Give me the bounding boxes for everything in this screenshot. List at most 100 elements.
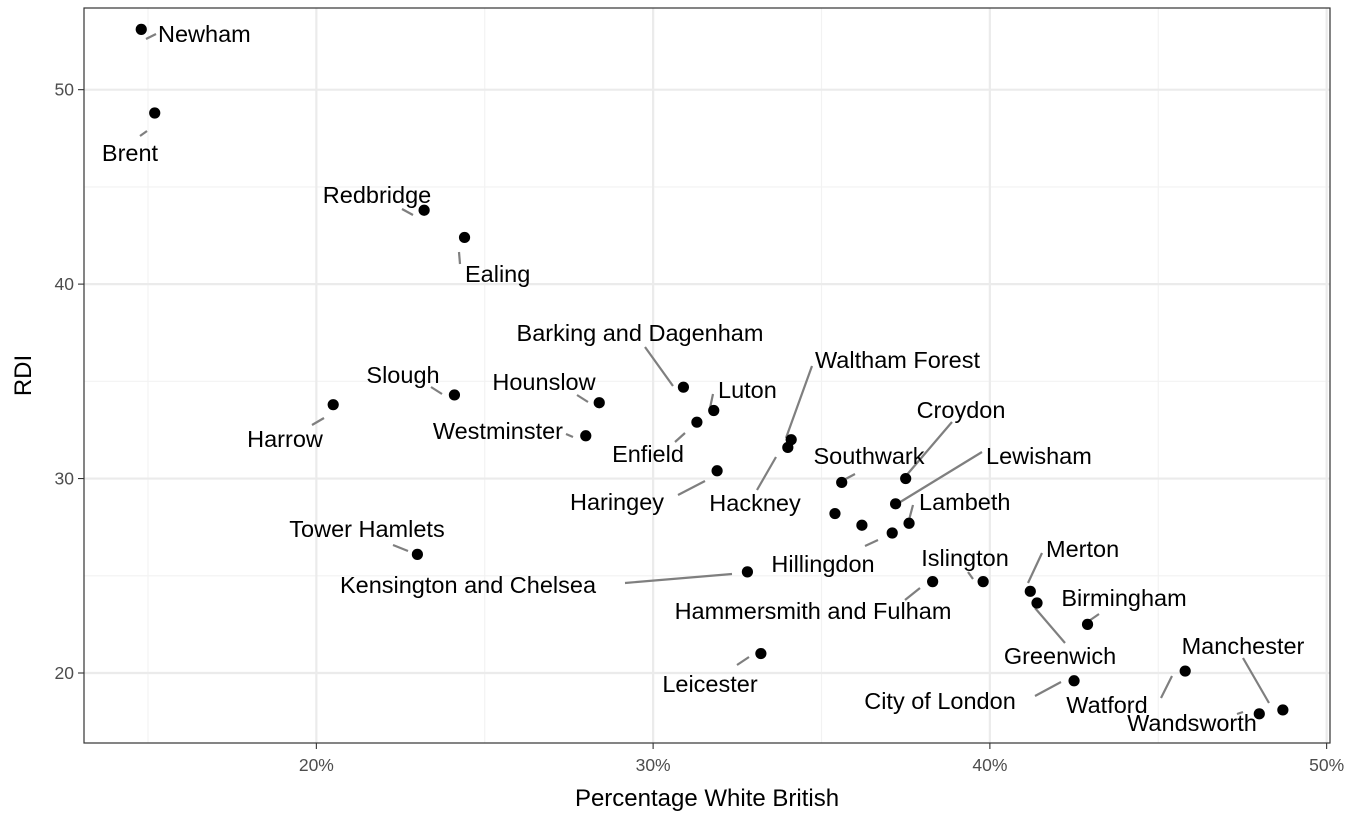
axes: 20% 30% 40% 50% 20 30 40 50 <box>55 80 1345 775</box>
label-enfield: Enfield <box>612 441 684 467</box>
leader-line-harrow <box>311 417 325 426</box>
label-harrow: Harrow <box>247 426 324 452</box>
label-ealing: Ealing <box>465 261 530 287</box>
leader-line-redbridge <box>401 208 414 216</box>
grid-lines <box>84 8 1330 743</box>
label-manchester: Manchester <box>1182 633 1305 659</box>
point-watford <box>1179 665 1191 677</box>
label-hackney: Hackney <box>709 490 801 516</box>
point-enfield <box>691 416 703 428</box>
label-watford: Watford <box>1066 692 1147 718</box>
label-hounslow: Hounslow <box>492 369 596 395</box>
y-tick-label: 20 <box>55 663 75 683</box>
point-newham <box>135 23 147 35</box>
label-slough: Slough <box>366 362 439 388</box>
point-leicester <box>755 647 767 660</box>
label-brent: Brent <box>102 140 159 166</box>
leader-line-newham <box>145 33 157 40</box>
leader-line-hackney <box>756 456 777 491</box>
leader-line-barking-and-dagenham <box>644 346 674 387</box>
point-lambeth <box>903 517 915 529</box>
leader-line-hammersmith-and-fulham <box>904 587 921 601</box>
y-tick-label: 30 <box>55 469 75 489</box>
label-city-of-london: City of London <box>864 688 1016 714</box>
leader-line-hounslow <box>576 394 589 403</box>
leader-line-slough <box>430 386 443 395</box>
leader-line-wandsworth <box>1236 710 1244 716</box>
leader-line-ealing <box>457 251 462 265</box>
point-labels: Newham Brent Redbridge Ealing Harrow Slough We… <box>102 21 1305 736</box>
x-tick-label: 40% <box>972 755 1007 775</box>
label-lambeth: Lambeth <box>919 489 1010 515</box>
point-wandsworth <box>1253 708 1265 720</box>
label-waltham-forest: Waltham Forest <box>815 347 980 373</box>
point-hackney <box>782 441 794 454</box>
point-lewisham <box>889 498 902 510</box>
label-wandsworth: Wandsworth <box>1127 710 1257 736</box>
label-kensington-and-chelsea: Kensington and Chelsea <box>340 572 597 598</box>
label-luton: Luton <box>718 377 777 403</box>
data-points <box>135 23 1289 720</box>
label-newham: Newham <box>158 21 251 47</box>
point-hillingdon <box>886 527 898 539</box>
point-manchester <box>1277 704 1289 716</box>
leader-line-kensington-and-chelsea <box>624 572 733 585</box>
plot-panel-border <box>83 7 1331 744</box>
label-islington: Islington <box>921 545 1009 571</box>
label-lewisham: Lewisham <box>986 443 1092 469</box>
point-hounslow <box>593 397 605 409</box>
point-westminster <box>580 430 592 442</box>
leader-line-merton <box>1027 552 1043 584</box>
leader-line-luton <box>708 393 715 409</box>
label-birmingham: Birmingham <box>1061 585 1186 611</box>
label-southwark: Southwark <box>813 443 924 469</box>
label-hillingdon: Hillingdon <box>771 551 874 577</box>
leader-line-croydon <box>904 421 953 478</box>
point-greenwich <box>1031 597 1043 609</box>
label-croydon: Croydon <box>917 397 1006 423</box>
leader-line-leicester <box>736 656 750 666</box>
label-leicester: Leicester <box>662 671 758 697</box>
point-hammersmith-and-fulham <box>927 576 939 588</box>
point-harrow <box>327 399 339 411</box>
leader-line-haringey <box>677 480 706 496</box>
x-tick-label: 50% <box>1309 755 1344 775</box>
label-merton: Merton <box>1046 536 1119 562</box>
point-croydon <box>900 472 912 485</box>
label-redbridge: Redbridge <box>323 182 431 208</box>
label-westminster: Westminster <box>433 418 563 444</box>
leader-line-enfield <box>674 432 686 443</box>
point-tower-hamlets <box>411 548 423 560</box>
label-haringey: Haringey <box>570 489 664 515</box>
leader-line-greenwich <box>1034 607 1066 644</box>
label-barking-and-dagenham: Barking and Dagenham <box>517 320 764 346</box>
point-ealing <box>458 231 471 244</box>
point-luton <box>708 404 720 417</box>
x-tick-label: 30% <box>636 755 671 775</box>
y-axis-title: RDI <box>10 355 37 396</box>
point-city-of-london <box>1068 675 1080 687</box>
point-merton <box>1024 585 1036 597</box>
leader-line-hillingdon <box>864 539 879 547</box>
leader-line-brent <box>139 130 148 137</box>
y-tick-label: 50 <box>55 80 75 100</box>
leader-line-watford <box>1160 675 1173 699</box>
point-unlabeled-17 <box>829 507 841 520</box>
leader-line-lewisham <box>896 451 983 505</box>
point-brent <box>149 107 161 119</box>
label-greenwich: Greenwich <box>1004 643 1116 669</box>
point-barking-and-dagenham <box>677 381 690 393</box>
leader-line-manchester <box>1242 657 1270 704</box>
leader-line-lambeth <box>907 504 915 521</box>
leader-line-islington <box>967 571 974 580</box>
point-redbridge <box>418 204 430 216</box>
y-tick-label: 40 <box>55 274 75 294</box>
point-southwark <box>836 476 848 489</box>
leader-line-westminster <box>565 432 574 439</box>
point-haringey <box>711 465 723 477</box>
leader-line-waltham-forest <box>784 365 814 439</box>
leader-line-city-of-london <box>1034 681 1062 697</box>
point-slough <box>448 389 461 401</box>
x-tick-label: 20% <box>299 755 334 775</box>
